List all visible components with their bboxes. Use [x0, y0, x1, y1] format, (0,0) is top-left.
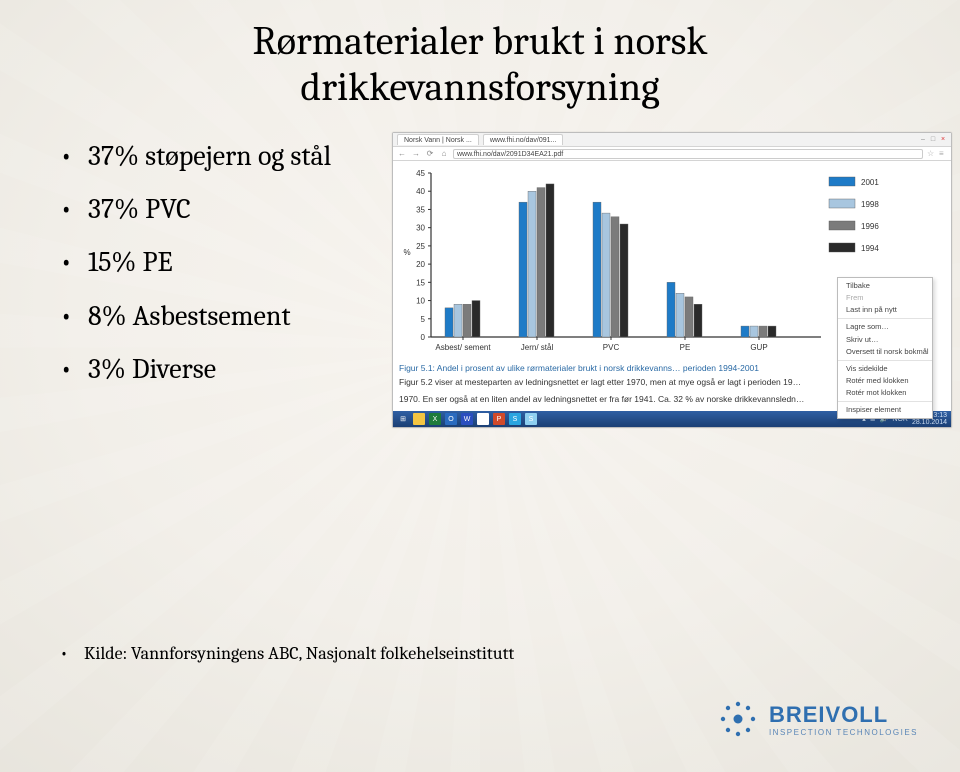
svg-text:20: 20	[416, 260, 425, 269]
legend-label: 1996	[861, 222, 879, 231]
svg-text:45: 45	[416, 169, 425, 178]
svg-text:%: %	[403, 248, 410, 257]
star-icon[interactable]: ☆	[927, 149, 935, 158]
maximize-button[interactable]: □	[929, 136, 937, 144]
bullet-item: 8% Asbestsement	[60, 290, 380, 343]
word-icon[interactable]: W	[461, 413, 473, 425]
context-menu-item[interactable]: Lagre som…	[838, 321, 932, 333]
svg-text:PE: PE	[680, 343, 691, 352]
legend-label: 1994	[861, 244, 879, 253]
svg-text:Asbest/ sement: Asbest/ sement	[435, 343, 491, 352]
browser-window: Norsk Vann | Norsk ... www.fhi.no/dav/09…	[392, 132, 952, 428]
skype-biz-icon[interactable]: S	[525, 413, 537, 425]
bar	[445, 308, 453, 337]
minimize-button[interactable]: –	[919, 136, 927, 144]
bar	[676, 293, 684, 337]
browser-tab-1[interactable]: Norsk Vann | Norsk ...	[397, 134, 479, 145]
chart-container: 0 5 10 15 20 25 30 35 40 45% Asbest/ sement Jern/ s…	[393, 161, 951, 361]
context-menu-item[interactable]: Rotér mot klokken	[838, 387, 932, 399]
bar	[537, 188, 545, 337]
context-menu-item[interactable]: Inspiser element	[838, 404, 932, 416]
powerpoint-icon[interactable]: P	[493, 413, 505, 425]
bar	[602, 213, 610, 337]
bar	[741, 326, 749, 337]
browser-tabbar: Norsk Vann | Norsk ... www.fhi.no/dav/09…	[393, 133, 951, 147]
legend-swatch	[829, 177, 855, 186]
bar	[463, 304, 471, 337]
context-menu-item: Frem	[838, 292, 932, 304]
outlook-icon[interactable]: O	[445, 413, 457, 425]
company-logo: BREIVOLL INSPECTION TECHNOLOGIES	[717, 698, 918, 740]
bar	[472, 301, 480, 337]
url-field[interactable]: www.fhi.no/dav/2091D34EA21.pdf	[453, 149, 923, 159]
svg-text:0: 0	[421, 333, 426, 342]
svg-text:15: 15	[416, 278, 425, 287]
forward-button[interactable]: →	[411, 149, 421, 159]
reload-button[interactable]: ⟳	[425, 149, 435, 159]
home-button[interactable]: ⌂	[439, 149, 449, 159]
bar	[750, 326, 758, 337]
svg-text:GUP: GUP	[750, 343, 767, 352]
bar	[620, 224, 628, 337]
chrome-icon[interactable]: ◉	[477, 413, 489, 425]
svg-text:10: 10	[416, 297, 425, 306]
bullet-item: 37% støpejern og stål	[60, 130, 380, 183]
svg-text:25: 25	[416, 242, 425, 251]
logo-tagline: INSPECTION TECHNOLOGIES	[769, 728, 918, 737]
windows-icon[interactable]: ⊞	[397, 413, 409, 425]
svg-text:40: 40	[416, 187, 425, 196]
context-menu-item[interactable]: Last inn på nytt	[838, 304, 932, 316]
skype-icon[interactable]: S	[509, 413, 521, 425]
svg-text:PVC: PVC	[603, 343, 620, 352]
bar	[519, 202, 527, 337]
bullet-item: 3% Diverse	[60, 343, 380, 396]
svg-text:30: 30	[416, 224, 425, 233]
context-menu-item[interactable]: Vis sidekilde	[838, 363, 932, 375]
legend-swatch	[829, 221, 855, 230]
logo-brand: BREIVOLL	[769, 702, 918, 728]
back-button[interactable]: ←	[397, 149, 407, 159]
bar	[694, 304, 702, 337]
legend-label: 2001	[861, 178, 879, 187]
svg-text:5: 5	[421, 315, 426, 324]
context-menu-item[interactable]: Skriv ut…	[838, 334, 932, 346]
bullet-item: 37% PVC	[60, 183, 380, 236]
window-controls: – □ ×	[919, 136, 947, 144]
context-menu-item[interactable]: Rotér med klokken	[838, 375, 932, 387]
bar	[685, 297, 693, 337]
source-citation: Kilde: Vannforsyningens ABC, Nasjonalt f…	[60, 643, 514, 664]
bar	[528, 191, 536, 337]
explorer-icon[interactable]	[413, 413, 425, 425]
svg-text:Jern/ stål: Jern/ stål	[521, 343, 554, 352]
bar	[546, 184, 554, 337]
context-menu-item[interactable]: Oversett til norsk bokmål	[838, 346, 932, 358]
bullet-list: 37% støpejern og stål37% PVC15% PE8% Asb…	[60, 130, 380, 396]
svg-text:35: 35	[416, 205, 425, 214]
bar	[611, 217, 619, 337]
menu-icon[interactable]: ≡	[939, 149, 947, 158]
bullet-item: 15% PE	[60, 236, 380, 289]
context-menu-item[interactable]: Tilbake	[838, 280, 932, 292]
address-bar: ← → ⟳ ⌂ www.fhi.no/dav/2091D34EA21.pdf ☆…	[393, 147, 951, 161]
logo-mark	[717, 698, 759, 740]
legend-swatch	[829, 243, 855, 252]
excel-icon[interactable]: X	[429, 413, 441, 425]
bar	[454, 304, 462, 337]
bar	[667, 282, 675, 337]
bar	[768, 326, 776, 337]
context-menu[interactable]: TilbakeFremLast inn på nytt Lagre som…Skr…	[837, 277, 933, 419]
browser-tab-2[interactable]: www.fhi.no/dav/091...	[483, 134, 564, 145]
bar	[593, 202, 601, 337]
bar	[759, 326, 767, 337]
slide-title: Rørmaterialer brukt i norsk drikkevannsf…	[100, 18, 860, 110]
legend-label: 1998	[861, 200, 879, 209]
close-button[interactable]: ×	[939, 136, 947, 144]
legend-swatch	[829, 199, 855, 208]
